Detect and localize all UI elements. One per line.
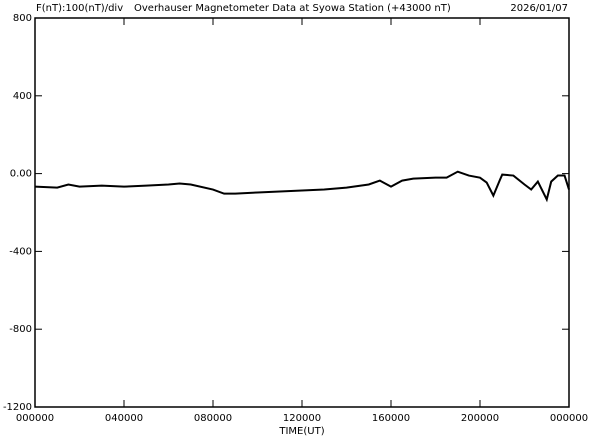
y-tick-label: 800: [13, 13, 32, 24]
chart-subtitle: F(nT):100(nT)/div: [36, 3, 123, 14]
chart-title: Overhauser Magnetometer Data at Syowa St…: [134, 3, 451, 14]
x-tick-label: 160000: [372, 413, 410, 424]
x-axis-label: TIME(UT): [278, 426, 324, 437]
x-tick-label: 200000: [461, 413, 499, 424]
x-tick-label: 000000: [550, 413, 588, 424]
x-tick-label: 080000: [194, 413, 232, 424]
y-tick-label: -400: [9, 246, 32, 257]
plot-frame: [34, 17, 570, 408]
y-tick-label: -800: [9, 324, 32, 335]
y-tick-label: 400: [13, 91, 32, 102]
chart-date: 2026/01/07: [510, 3, 568, 14]
x-tick-label: 000000: [16, 413, 54, 424]
y-tick-label: -1200: [3, 402, 32, 413]
x-tick-label: 120000: [283, 413, 321, 424]
x-tick-label: 040000: [105, 413, 143, 424]
y-tick-label: 0.00: [10, 169, 32, 180]
data-line: [34, 170, 570, 203]
